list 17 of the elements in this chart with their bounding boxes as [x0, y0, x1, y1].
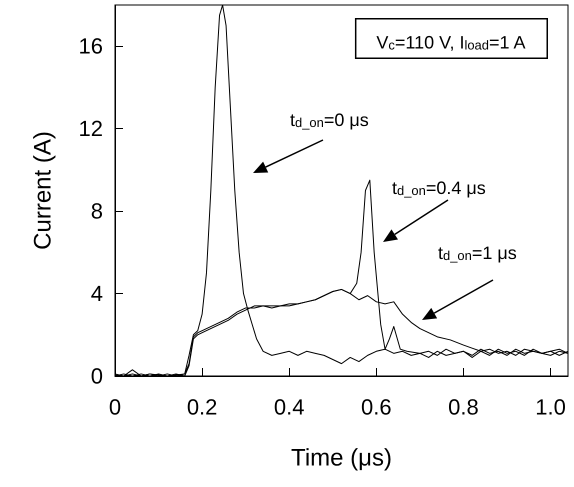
annotation: td_on=0.4 μs [392, 178, 486, 198]
x-axis-title: Time (μs) [291, 444, 392, 472]
y-axis-title: Current (A) [30, 131, 56, 250]
x-tick-label: 0.6 [361, 394, 392, 420]
annotation: Vc=110 V, Iload=1 A [376, 32, 526, 52]
y-tick-label: 16 [78, 34, 103, 59]
x-tick-label: 1.0 [535, 394, 566, 420]
y-tick-label: 12 [78, 116, 103, 142]
x-tick-label: 0.8 [448, 394, 479, 420]
x-tick-label: 0.4 [274, 394, 305, 420]
y-tick-label: 8 [90, 198, 103, 224]
annotation: td_on=0 μs [290, 110, 369, 130]
x-tick-label: 0 [108, 394, 122, 420]
annotation: td_on=1 μs [438, 243, 517, 263]
x-tick-label: 0.2 [186, 394, 218, 420]
y-tick-label: 0 [90, 364, 103, 388]
y-tick-label: 4 [90, 281, 103, 306]
